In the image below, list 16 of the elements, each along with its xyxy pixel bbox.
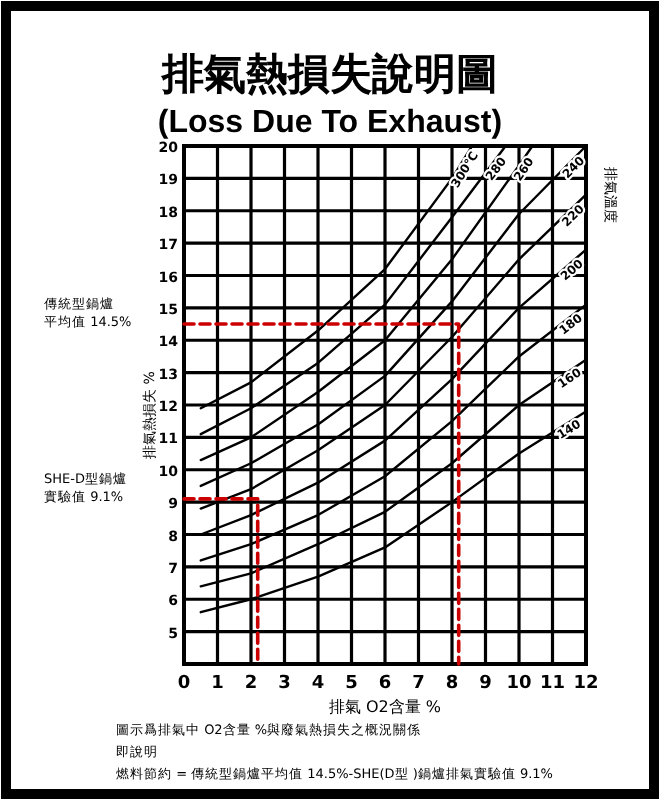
chart-subtitle: (Loss Due To Exhaust) (157, 106, 503, 140)
x-tick-label: 9 (479, 674, 492, 694)
x-tick-label: 6 (378, 674, 392, 694)
x-tick-label: 1 (211, 674, 224, 694)
x-tick-label: 3 (278, 674, 291, 694)
x-tick-label: 8 (445, 674, 459, 694)
x-axis-title: 排氣 O2含量 % (328, 698, 442, 716)
x-tick-label: 10 (506, 674, 532, 694)
x-tick-label: 2 (244, 674, 258, 694)
x-tick-label: 0 (177, 674, 191, 694)
x-tick-label: 4 (311, 674, 325, 694)
x-tick-label: 5 (345, 674, 358, 694)
chart-title: 排氣熱損失說明圖 (160, 50, 498, 98)
x-tick-label: 7 (412, 674, 425, 694)
x-tick-label: 12 (573, 674, 599, 694)
x-tick-label: 11 (539, 674, 566, 694)
